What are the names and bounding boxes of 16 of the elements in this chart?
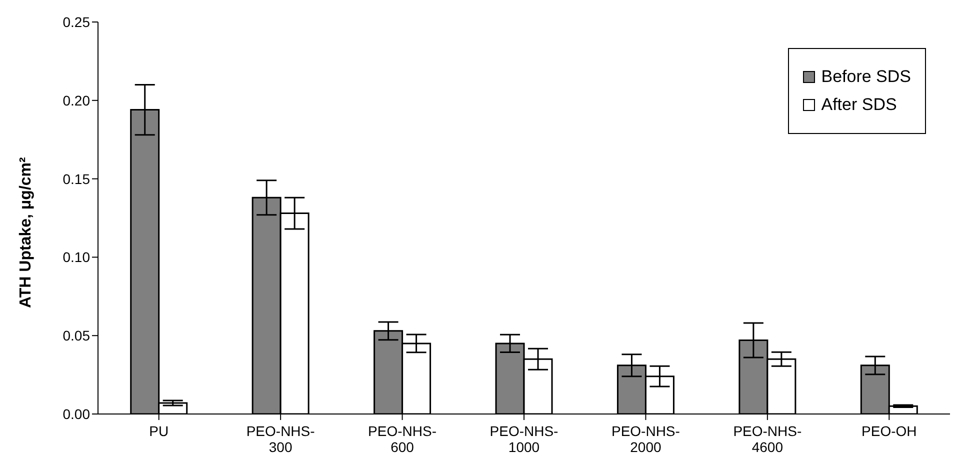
x-tick-label: PEO-NHS-1000 — [490, 423, 559, 455]
y-tick-label: 0.10 — [62, 249, 90, 266]
x-tick-label: PEO-NHS-600 — [368, 423, 437, 455]
x-tick-label: PU — [149, 423, 169, 439]
y-tick-label: 0.25 — [62, 14, 90, 30]
y-tick-label: 0.05 — [62, 328, 90, 344]
legend-label: After SDS — [821, 95, 897, 115]
y-tick-label: 0.15 — [62, 170, 90, 187]
y-axis-title: ATH Uptake, μg/cm² — [18, 157, 35, 308]
y-tick-label: 0.00 — [62, 406, 90, 422]
x-tick-label: PEO-NHS-300 — [246, 423, 316, 455]
x-tick-label: PEO-OH — [862, 423, 917, 439]
y-tick-label: 0.20 — [62, 92, 90, 108]
legend-label: Before SDS — [821, 67, 911, 87]
x-tick-label: PEO-NHS-4600 — [733, 423, 802, 455]
x-tick-label: PEO-NHS-2000 — [611, 423, 680, 455]
